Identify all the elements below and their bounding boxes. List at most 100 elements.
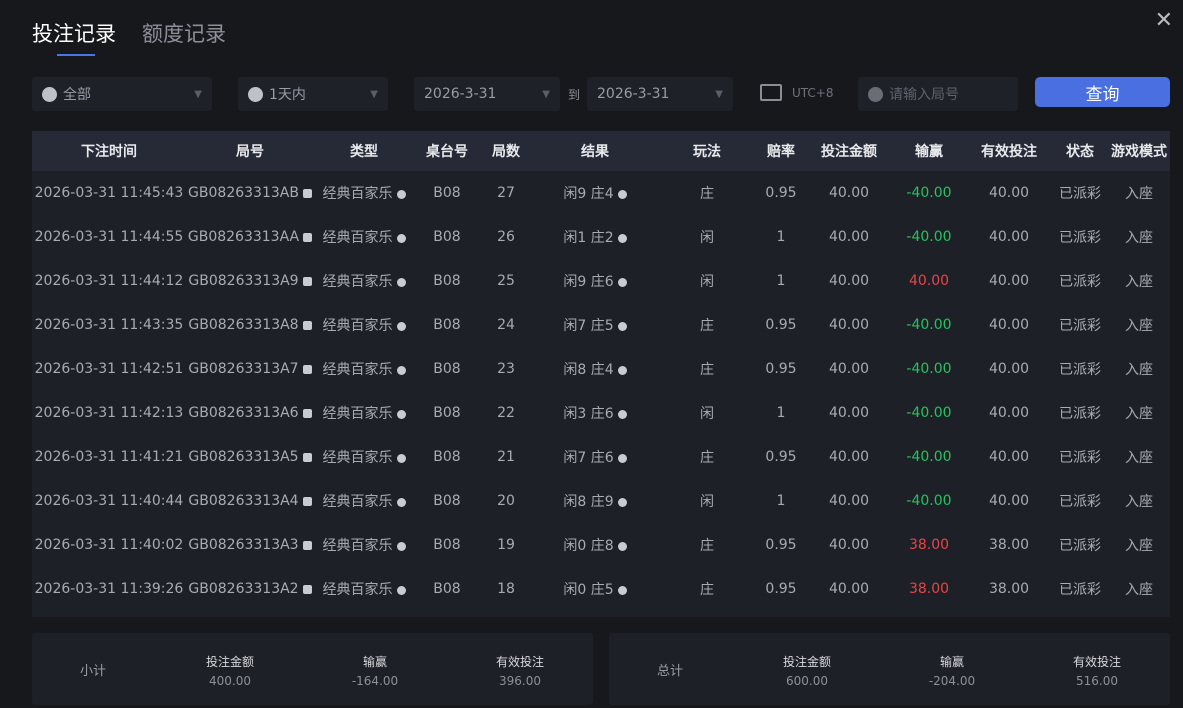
cell-round-no: 21 [480, 449, 532, 465]
copy-icon[interactable] [303, 232, 313, 242]
play-icon[interactable] [396, 541, 406, 551]
cell-round-id: GB08263313A5 [186, 449, 314, 465]
records-table: 下注时间 局号 类型 桌台号 局数 结果 玩法 赔率 投注金额 输赢 有效投注 状态 游戏模式 2026… [32, 131, 1170, 617]
cell-table-no: B08 [414, 273, 480, 289]
result-text: 闲9 庄6 [563, 274, 614, 290]
round-search-placeholder: 请输入局号 [889, 87, 959, 103]
subtotal-label: 小计 [80, 664, 107, 679]
cell-valid-bet: 40.00 [966, 185, 1052, 201]
result-text: 闲0 庄8 [563, 538, 614, 554]
start-date-picker[interactable]: 2026-3-31 ▼ [414, 77, 560, 111]
cell-game-type: 经典百家乐 [314, 403, 414, 423]
total-win-label: 输赢 [939, 655, 964, 669]
subtotal-win-label: 输赢 [362, 655, 387, 669]
copy-icon[interactable] [302, 496, 312, 506]
cell-bet-amount: 40.00 [806, 581, 892, 597]
cell-odds: 0.95 [756, 185, 806, 201]
total-panel: 总计 投注金额 600.00 输赢 -204.00 有效投注 516.00 [609, 633, 1170, 705]
end-date-picker[interactable]: 2026-3-31 ▼ [587, 77, 733, 111]
copy-icon[interactable] [302, 276, 312, 286]
win-loss-text: 38.00 [908, 537, 950, 553]
info-icon[interactable] [617, 409, 627, 419]
timezone[interactable]: UTC+8 [760, 84, 833, 101]
info-icon[interactable] [617, 453, 627, 463]
cell-bet-type: 闲 [658, 227, 756, 247]
cell-bet-time: 2026-03-31 11:40:44 [32, 493, 186, 509]
copy-icon[interactable] [302, 408, 312, 418]
bet-amount-text: 40.00 [828, 317, 870, 333]
info-icon[interactable] [617, 365, 627, 375]
round-id-text: GB08263313A5 [188, 449, 299, 465]
info-icon[interactable] [617, 321, 627, 331]
range-select[interactable]: 1天内 ▼ [238, 77, 388, 111]
cell-result: 闲8 庄9 [532, 491, 658, 511]
cell-valid-bet: 40.00 [966, 361, 1052, 377]
cell-game-type: 经典百家乐 [314, 491, 414, 511]
table-no-text: B08 [433, 493, 461, 509]
win-loss-text: 40.00 [908, 273, 950, 289]
play-icon[interactable] [396, 365, 406, 375]
column-header-round-id: 局号 [236, 144, 264, 160]
status-text: 已派彩 [1059, 450, 1101, 466]
copy-icon[interactable] [302, 584, 312, 594]
table-row: 2026-03-31 11:44:12 GB08263313A9 经典百家乐 B08 2… [32, 259, 1170, 303]
round-search-input[interactable]: 请输入局号 [858, 77, 1018, 111]
info-icon[interactable] [617, 585, 627, 595]
total-bet: 600.00 [786, 674, 828, 688]
table-header: 下注时间 局号 类型 桌台号 局数 结果 玩法 赔率 投注金额 输赢 有效投注 状态 游戏模式 [32, 131, 1170, 171]
play-icon[interactable] [396, 453, 406, 463]
subtotal-panel: 小计 投注金额 400.00 输赢 -164.00 有效投注 396.00 [32, 633, 593, 705]
info-icon[interactable] [617, 497, 627, 507]
bet-time-text: 2026-03-31 11:40:02 [34, 537, 184, 553]
status-text: 已派彩 [1059, 538, 1101, 554]
query-button[interactable]: 查询 [1035, 77, 1170, 107]
close-icon[interactable]: ✕ [1154, 8, 1173, 33]
cell-bet-amount: 40.00 [806, 405, 892, 421]
bet-type-text: 庄 [700, 538, 714, 554]
play-icon[interactable] [396, 321, 406, 331]
game-type-text: 经典百家乐 [322, 538, 393, 554]
bet-type-text: 闲 [700, 274, 714, 290]
play-icon[interactable] [396, 233, 406, 243]
odds-text: 1 [776, 405, 786, 421]
cell-win-loss: -40.00 [892, 317, 966, 333]
round-no-text: 21 [497, 449, 515, 465]
info-icon[interactable] [617, 233, 627, 243]
odds-text: 1 [776, 493, 786, 509]
status-text: 已派彩 [1059, 186, 1101, 202]
play-icon[interactable] [396, 277, 406, 287]
game-mode-text: 入座 [1125, 186, 1153, 202]
cell-win-loss: 38.00 [892, 537, 966, 553]
info-icon[interactable] [617, 189, 627, 199]
tab-credit-records[interactable]: 额度记录 [142, 22, 226, 46]
copy-icon[interactable] [302, 540, 312, 550]
copy-icon[interactable] [302, 452, 312, 462]
copy-icon[interactable] [302, 364, 312, 374]
odds-text: 0.95 [765, 537, 797, 553]
cell-valid-bet: 40.00 [966, 405, 1052, 421]
play-icon[interactable] [396, 585, 406, 595]
odds-text: 1 [776, 273, 786, 289]
game-select[interactable]: 全部 ▼ [32, 77, 212, 111]
column-header-odds: 赔率 [767, 144, 795, 160]
table-row: 2026-03-31 11:39:26 GB08263313A2 经典百家乐 B08 1… [32, 567, 1170, 611]
tab-bet-records[interactable]: 投注记录 [32, 18, 116, 56]
info-icon[interactable] [617, 277, 627, 287]
play-icon[interactable] [396, 497, 406, 507]
round-icon [868, 86, 883, 102]
cell-odds: 0.95 [756, 361, 806, 377]
copy-icon[interactable] [302, 320, 312, 330]
cell-win-loss: -40.00 [892, 185, 966, 201]
calendar-clock-icon [760, 84, 782, 101]
cell-result: 闲7 庄6 [532, 447, 658, 467]
copy-icon[interactable] [302, 188, 312, 198]
column-header-game-type: 类型 [350, 144, 378, 160]
bet-time-text: 2026-03-31 11:41:21 [34, 449, 184, 465]
play-icon[interactable] [396, 409, 406, 419]
cell-round-id: GB08263313AA [186, 229, 314, 245]
bet-time-text: 2026-03-31 11:42:51 [34, 361, 184, 377]
play-icon[interactable] [396, 189, 406, 199]
cell-bet-time: 2026-03-31 11:40:02 [32, 537, 186, 553]
column-header-status: 状态 [1066, 144, 1094, 160]
info-icon[interactable] [617, 541, 627, 551]
